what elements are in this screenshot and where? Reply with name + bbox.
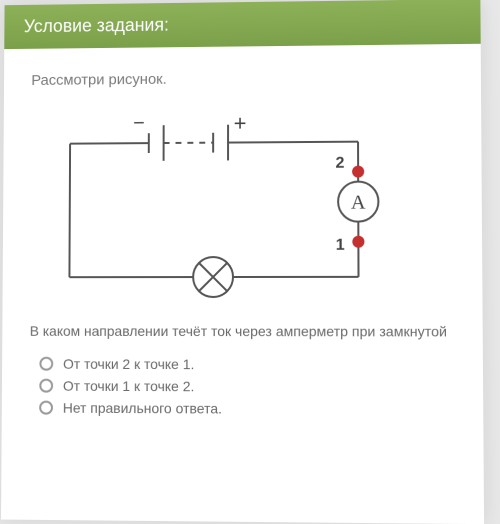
radio-icon	[39, 378, 53, 392]
option-2[interactable]: От точки 1 к точке 2.	[39, 377, 454, 395]
node-1-label: 1	[336, 237, 345, 254]
radio-icon	[39, 400, 53, 414]
option-label: Нет правильного ответа.	[63, 399, 222, 416]
node-1-dot	[352, 236, 364, 248]
task-header: Условие задания:	[4, 0, 480, 49]
option-3[interactable]: Нет правильного ответа.	[39, 399, 455, 417]
option-1[interactable]: От точки 2 к точке 1.	[39, 355, 454, 372]
minus-label: −	[133, 112, 145, 134]
option-label: От точки 1 к точке 2.	[63, 377, 194, 394]
header-title: Условие задания:	[24, 15, 169, 36]
plus-label: +	[234, 110, 247, 135]
radio-icon	[39, 356, 53, 370]
task-page: Условие задания: Рассмотри рисунок.	[1, 0, 484, 524]
option-label: От точки 2 к точке 1.	[63, 355, 194, 371]
node-2-label: 2	[336, 155, 345, 172]
answer-options: От точки 2 к точке 1. От точки 1 к точке…	[29, 355, 454, 417]
instruction-text: Рассмотри рисунок.	[31, 68, 452, 89]
ammeter-label: A	[351, 191, 366, 213]
task-content: Рассмотри рисунок.	[2, 44, 484, 448]
node-2-dot	[352, 166, 364, 178]
circuit-svg: − + A 2 1	[30, 101, 409, 302]
circuit-diagram: − + A 2 1	[30, 101, 409, 302]
question-text: В каком направлении течёт ток через ампе…	[30, 322, 454, 342]
